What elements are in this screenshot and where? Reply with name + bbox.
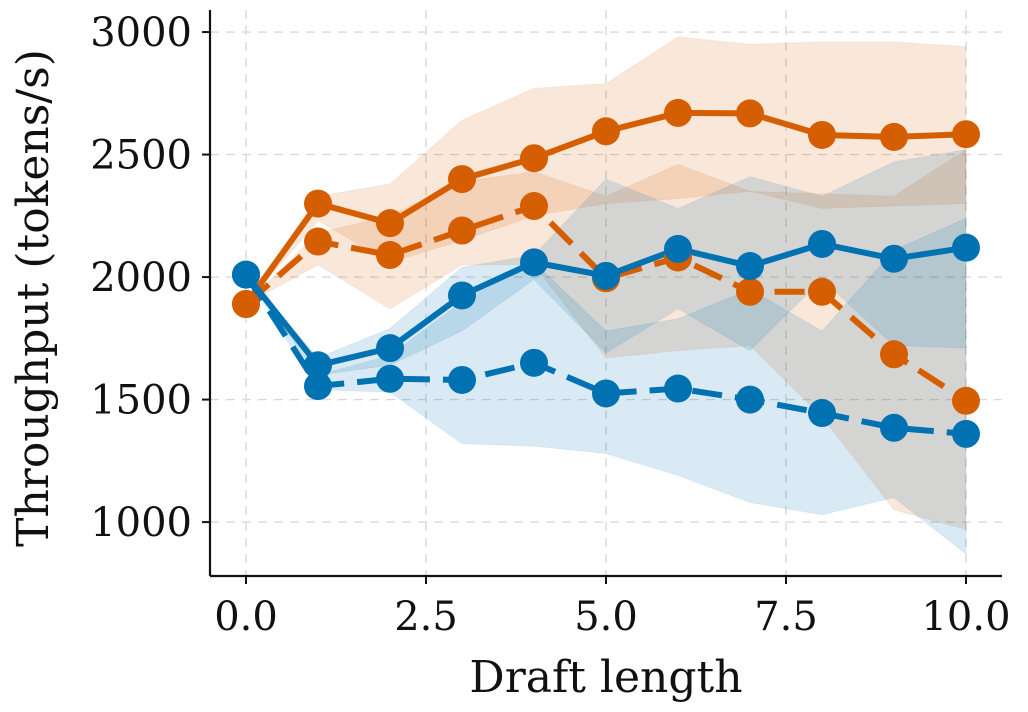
series-3-point [448,365,476,394]
series-2-point [808,229,836,258]
series-0-point [664,98,692,127]
series-0-point [952,120,980,149]
series-3-point [592,379,620,408]
series-3-point [952,419,980,448]
axes: 0.0 2.5 5.0 7.5 10.0 1000 1500 2000 2500 3000 [90,10,1011,640]
series-3-point [304,372,332,401]
series-3-point [376,364,404,393]
x-tick-label: 0.0 [214,594,278,640]
series-2-point [880,244,908,273]
x-tick-label: 2.5 [394,594,458,640]
y-tick-label: 1500 [90,378,192,424]
x-tick-label: 10.0 [921,594,1010,640]
series-1-band [245,148,967,531]
series-2-point [952,233,980,262]
series-2-point [592,261,620,290]
series-1-point [232,290,260,319]
series-2-point [376,334,404,363]
y-tick-label: 1000 [90,500,192,546]
series-3-point [808,399,836,428]
grid [210,10,1002,576]
x-tick-label: 7.5 [754,594,818,640]
series-markers [232,98,980,448]
series-2-point [448,281,476,310]
series-2-point [520,248,548,277]
series-0-point [520,144,548,173]
y-tick-label: 2500 [90,133,192,179]
series-1-point [520,192,548,221]
series-1-point [952,386,980,415]
x-tick-label: 5.0 [574,594,638,640]
series-1-line [244,203,968,404]
series-0-point [736,99,764,128]
series-0-point [448,165,476,194]
series-3-point [520,348,548,377]
series-1-point [736,277,764,306]
series-0-point [376,209,404,238]
series-3-point [880,413,908,442]
series-1-point [808,277,836,306]
series-1-point [304,227,332,256]
series-0-point [880,122,908,151]
series-1-point [376,241,404,270]
series-1-point [880,340,908,369]
series-1-point [448,216,476,245]
series-3-point [736,385,764,414]
y-tick-label: 3000 [90,10,192,56]
y-tick-label: 2000 [90,255,192,301]
y-axis-label: Throughput (tokens/s) [8,49,59,547]
series-3-line [243,272,967,437]
series-3-point [232,260,260,289]
series-0-point [808,120,836,149]
series-2-point [304,351,332,380]
series-2-point [664,234,692,263]
x-axis-label: Draft length [469,652,742,703]
series-0-point [304,189,332,218]
series-3-point [664,374,692,403]
series-0-point [592,117,620,146]
series-2-point [736,252,764,281]
